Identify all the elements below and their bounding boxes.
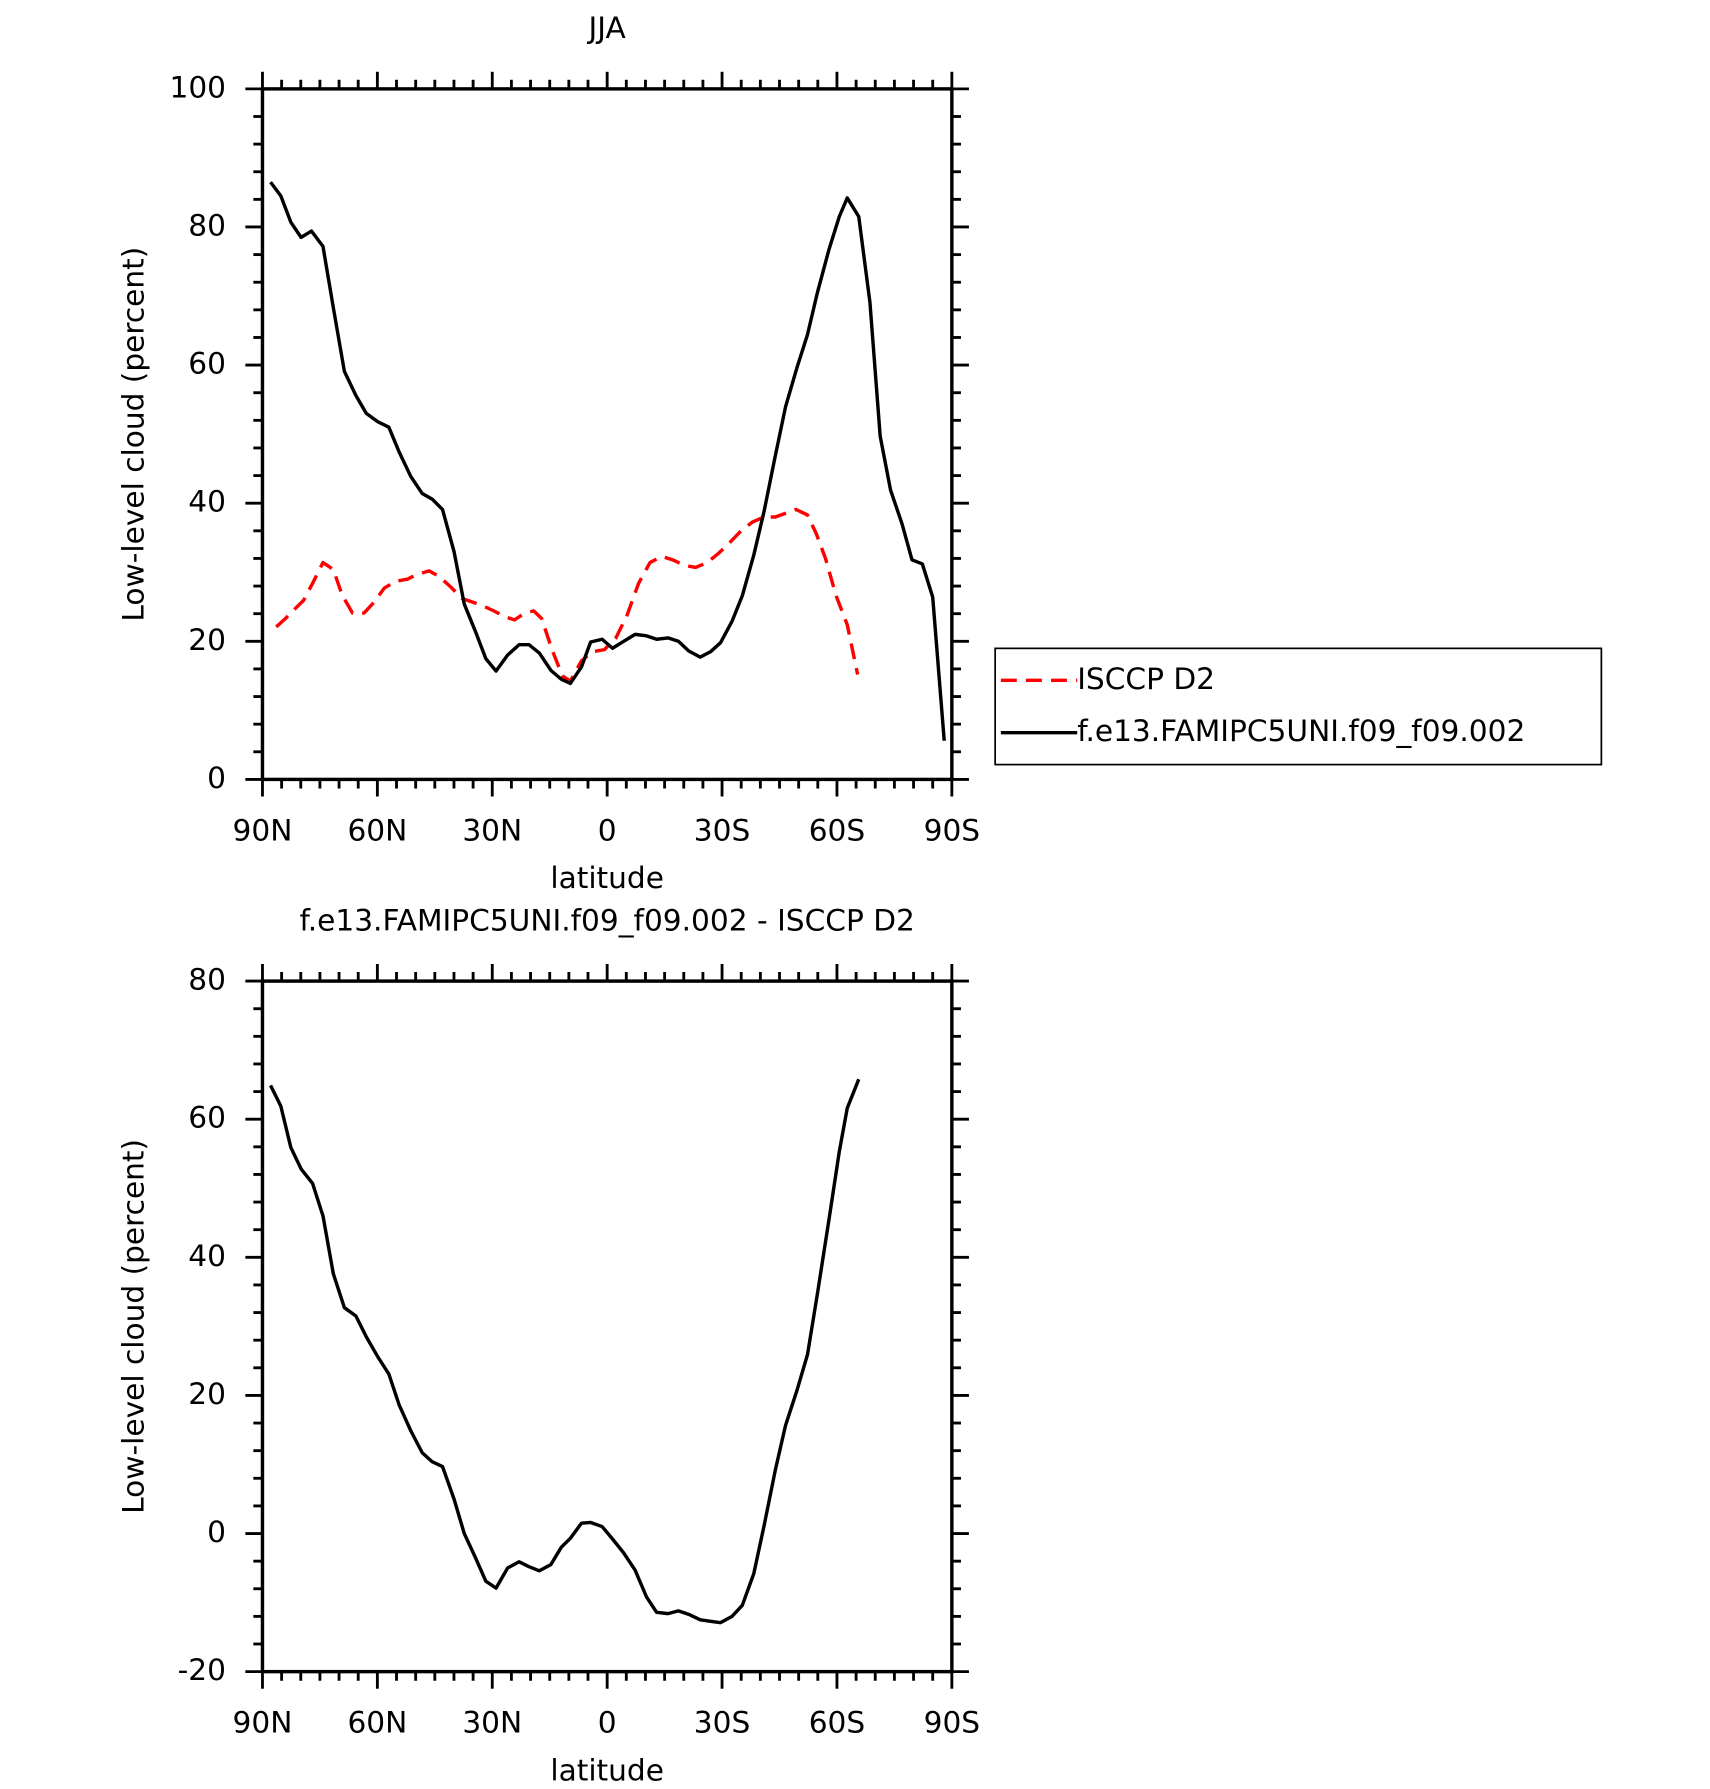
legend-label: ISCCP D2 — [1077, 662, 1215, 696]
x-tick-label: 0 — [598, 813, 617, 847]
series-line — [269, 181, 946, 741]
x-tick-label: 0 — [598, 1706, 617, 1740]
chart-title: JJA — [587, 11, 627, 45]
x-tick-label: 60S — [809, 1706, 865, 1740]
x-tick-label: 30S — [694, 1706, 750, 1740]
chart-title: f.e13.FAMIPC5UNI.f09_f09.002 - ISCCP D2 — [299, 903, 914, 937]
x-axis-label: latitude — [550, 861, 664, 895]
plot-frame — [260, 87, 954, 782]
x-tick-label: 30S — [694, 813, 750, 847]
x-tick-label: 90N — [233, 1706, 293, 1740]
legend-label: f.e13.FAMIPC5UNI.f09_f09.002 — [1077, 714, 1525, 748]
y-tick-label: 60 — [188, 347, 226, 381]
series-line — [269, 1078, 861, 1625]
y-tick-label: 20 — [188, 1377, 226, 1411]
x-tick-label: 60N — [347, 813, 407, 847]
y-tick-label: -20 — [178, 1653, 226, 1687]
plot-frame — [260, 979, 954, 1674]
x-tick-label: 90S — [924, 813, 980, 847]
y-tick-label: 20 — [188, 623, 226, 657]
x-tick-label: 30N — [462, 1706, 522, 1740]
x-tick-label: 60N — [347, 1706, 407, 1740]
x-axis-label: latitude — [550, 1753, 664, 1787]
y-axis-label: Low-level cloud (percent) — [116, 1139, 150, 1514]
series-line — [275, 507, 860, 684]
y-tick-label: 60 — [188, 1101, 226, 1135]
x-tick-label: 30N — [462, 813, 522, 847]
legend-box — [994, 647, 1603, 766]
y-tick-label: 0 — [207, 761, 226, 795]
y-tick-label: 80 — [188, 963, 226, 997]
y-tick-label: 100 — [169, 70, 226, 104]
x-tick-label: 90S — [924, 1706, 980, 1740]
y-tick-label: 0 — [207, 1515, 226, 1549]
y-tick-label: 80 — [188, 208, 226, 242]
y-axis-label: Low-level cloud (percent) — [116, 247, 150, 622]
y-tick-label: 40 — [188, 485, 226, 519]
x-tick-label: 60S — [809, 813, 865, 847]
x-tick-label: 90N — [233, 813, 293, 847]
y-tick-label: 40 — [188, 1239, 226, 1273]
